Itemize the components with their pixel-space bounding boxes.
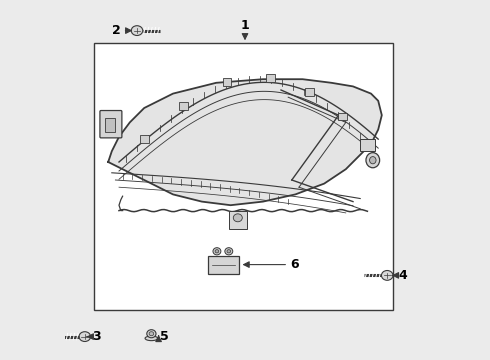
Bar (105, 118, 116, 132)
Ellipse shape (145, 336, 158, 341)
Bar (229, 211, 247, 229)
Bar (94, 43, 392, 310)
Bar (305, 89, 314, 96)
Bar (266, 73, 274, 81)
Text: 2: 2 (112, 24, 121, 37)
Ellipse shape (369, 157, 376, 164)
Ellipse shape (147, 330, 156, 338)
Ellipse shape (227, 250, 231, 253)
Text: 6: 6 (290, 258, 298, 271)
Text: 4: 4 (398, 269, 407, 282)
Bar (140, 135, 148, 143)
Bar (179, 102, 188, 110)
Ellipse shape (79, 332, 91, 342)
Text: 5: 5 (160, 330, 169, 343)
FancyBboxPatch shape (100, 111, 122, 138)
Ellipse shape (366, 153, 380, 168)
Bar (360, 139, 375, 151)
Ellipse shape (149, 332, 154, 336)
Bar (208, 256, 239, 274)
Bar (222, 78, 231, 86)
Ellipse shape (381, 270, 393, 280)
Polygon shape (108, 79, 382, 205)
Ellipse shape (213, 248, 221, 255)
Ellipse shape (233, 214, 242, 222)
Ellipse shape (131, 26, 143, 36)
Text: 1: 1 (241, 19, 249, 32)
Bar (338, 113, 346, 121)
Ellipse shape (215, 250, 219, 253)
Text: 3: 3 (92, 330, 100, 343)
Ellipse shape (225, 248, 233, 255)
